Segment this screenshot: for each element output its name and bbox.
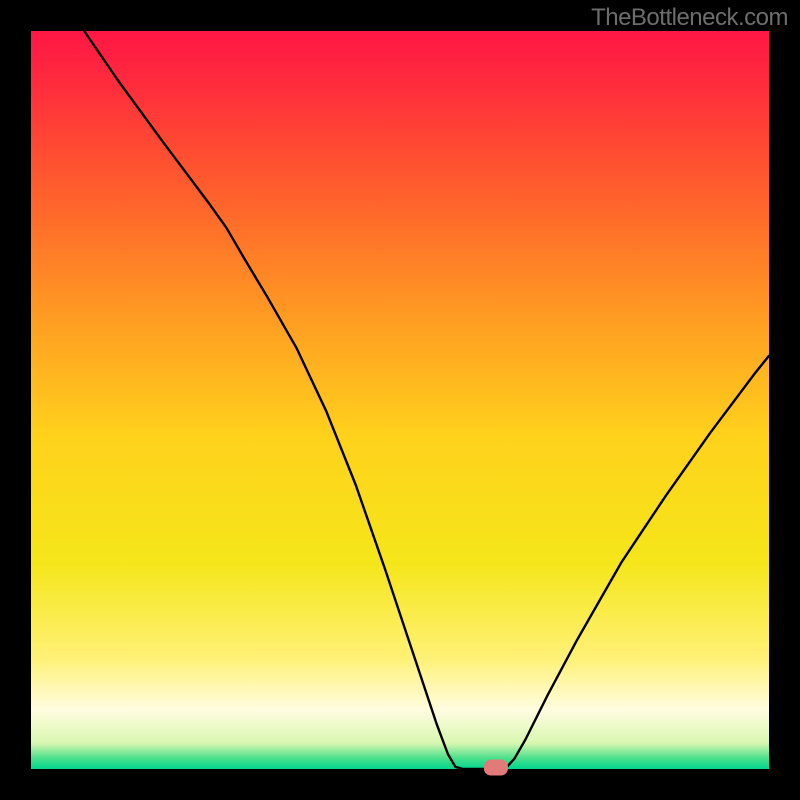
watermark-text: TheBottleneck.com: [591, 4, 788, 32]
bottleneck-chart: [0, 0, 800, 800]
chart-container: TheBottleneck.com: [0, 0, 800, 800]
plot-area: [31, 31, 769, 769]
optimum-marker: [484, 760, 508, 776]
